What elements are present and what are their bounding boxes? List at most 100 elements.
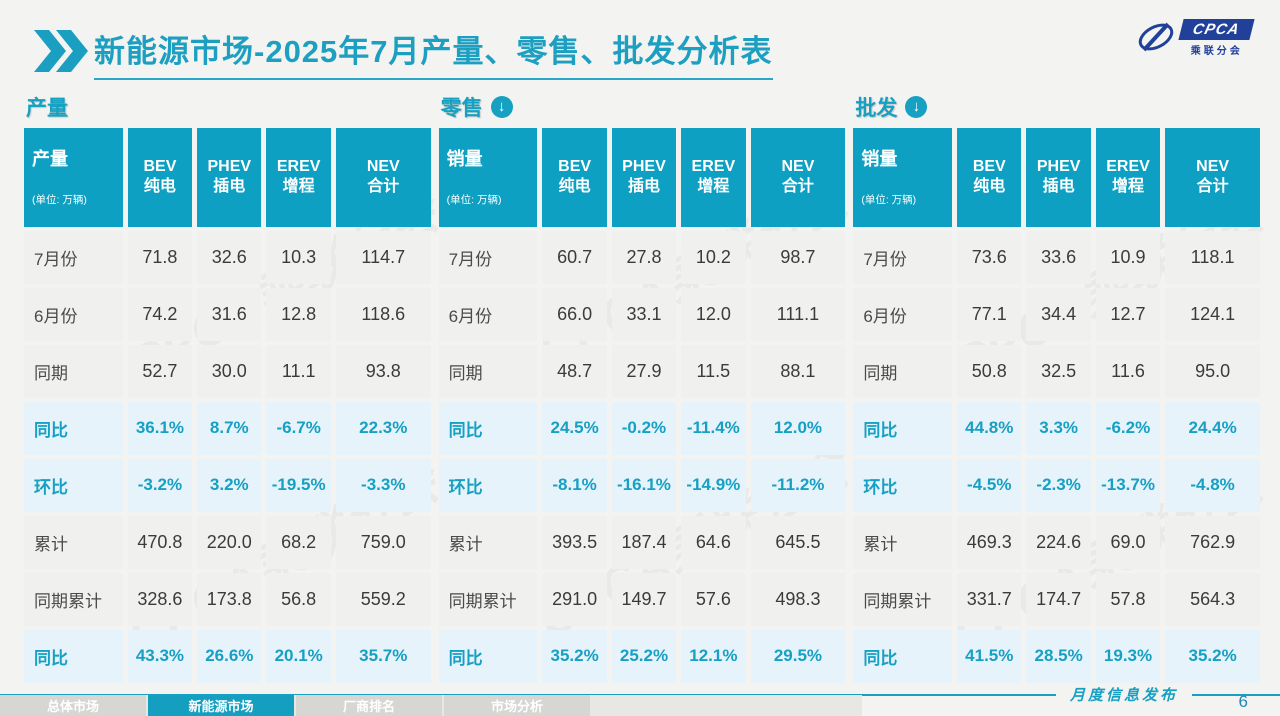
table-row: 累计 469.3 224.6 69.0 762.9 xyxy=(853,515,1261,569)
publish-label: 月度信息发布 xyxy=(1069,686,1178,704)
column-header: NEV 合计 xyxy=(335,128,431,227)
cell-value: 328.6 xyxy=(127,572,193,626)
cell-value: 29.5% xyxy=(750,629,846,683)
footer-tab[interactable]: 总体市场 xyxy=(0,695,146,716)
row-label: 7月份 xyxy=(24,230,123,284)
cell-value: 57.8 xyxy=(1095,572,1161,626)
footer-tab[interactable]: 市场分析 xyxy=(444,695,590,716)
row-label: 同比 xyxy=(24,629,123,683)
column-header: NEV 合计 xyxy=(1165,128,1261,227)
cpca-swoosh-icon xyxy=(1139,22,1174,52)
row-label: 同期 xyxy=(24,344,123,398)
footer-tab[interactable]: 新能源市场 xyxy=(148,695,294,716)
table-row: 7月份 71.8 32.6 10.3 114.7 xyxy=(24,230,431,284)
table-row: 同期 48.7 27.9 11.5 88.1 xyxy=(438,344,846,398)
table-row: 同期累计 291.0 149.7 57.6 498.3 xyxy=(438,572,846,626)
row-label: 累计 xyxy=(438,515,538,569)
table-row: 同比 35.2% 25.2% 12.1% 29.5% xyxy=(438,629,846,683)
cell-value: 20.1% xyxy=(266,629,331,683)
row-label: 同比 xyxy=(438,401,538,455)
column-header: EREV 增程 xyxy=(681,128,746,227)
cell-value: 35.2% xyxy=(1165,629,1261,683)
cell-value: 35.7% xyxy=(335,629,431,683)
table-row: 同期 52.7 30.0 11.1 93.8 xyxy=(24,344,431,398)
row-label: 同期累计 xyxy=(438,572,538,626)
row-label: 同期累计 xyxy=(853,572,953,626)
data-table-section: 产量 产量 (单位: 万辆) BEV 纯电 PHEV 插电 EREV 增程 NEV 合… xyxy=(24,90,431,687)
cell-value: 187.4 xyxy=(611,515,677,569)
cell-value: -2.3% xyxy=(1026,458,1091,512)
cell-value: 68.2 xyxy=(266,515,331,569)
cell-value: 498.3 xyxy=(750,572,846,626)
cell-value: 149.7 xyxy=(611,572,677,626)
down-arrow-icon: ↓ xyxy=(490,96,513,118)
cell-value: 12.8 xyxy=(266,287,331,341)
cell-value: 69.0 xyxy=(1095,515,1161,569)
cell-value: 25.2% xyxy=(611,629,677,683)
double-chevron-icon xyxy=(34,30,88,72)
cell-value: 224.6 xyxy=(1026,515,1091,569)
row-label: 7月份 xyxy=(853,230,953,284)
cell-value: 34.4 xyxy=(1026,287,1091,341)
cell-value: 95.0 xyxy=(1165,344,1261,398)
table-row: 同比 43.3% 26.6% 20.1% 35.7% xyxy=(24,629,431,683)
cell-value: 71.8 xyxy=(127,230,193,284)
table-row: 同期累计 331.7 174.7 57.8 564.3 xyxy=(853,572,1261,626)
cell-value: 3.3% xyxy=(1026,401,1091,455)
table-corner-header: 销量 (单位: 万辆) xyxy=(853,128,953,227)
cell-value: 114.7 xyxy=(335,230,431,284)
cell-value: 24.4% xyxy=(1165,401,1261,455)
cpca-name: 乘联分会 xyxy=(1190,46,1243,57)
section-header: 产量 xyxy=(24,90,431,124)
cell-value: 32.6 xyxy=(197,230,262,284)
table-unit-label: (单位: 万辆) xyxy=(446,193,502,206)
cell-value: 93.8 xyxy=(335,344,431,398)
divider-line xyxy=(1192,693,1280,696)
cell-value: 73.6 xyxy=(957,230,1022,284)
section-title: 批发 xyxy=(855,97,898,120)
cell-value: 10.2 xyxy=(681,230,746,284)
section-header: 零售 ↓ xyxy=(439,90,846,124)
row-label: 同比 xyxy=(853,401,953,455)
data-table: 产量 (单位: 万辆) BEV 纯电 PHEV 插电 EREV 增程 NEV 合计 7… xyxy=(19,124,436,687)
cell-value: 174.7 xyxy=(1026,572,1091,626)
table-unit-label: (单位: 万辆) xyxy=(861,193,917,206)
tables-area: 产量 产量 (单位: 万辆) BEV 纯电 PHEV 插电 EREV 增程 NEV 合… xyxy=(24,90,1261,687)
row-label: 同期 xyxy=(438,344,538,398)
section-title: 零售 xyxy=(440,97,483,120)
cell-value: -14.9% xyxy=(681,458,746,512)
page-title: 新能源市场-2025年7月产量、零售、批发分析表 xyxy=(94,26,773,80)
table-row: 同期累计 328.6 173.8 56.8 559.2 xyxy=(24,572,431,626)
cell-value: 35.2% xyxy=(542,629,607,683)
table-header-row: 销量 (单位: 万辆) BEV 纯电 PHEV 插电 EREV 增程 NEV 合计 xyxy=(853,128,1261,227)
cell-value: 10.3 xyxy=(266,230,331,284)
cell-value: 173.8 xyxy=(197,572,262,626)
cell-value: 77.1 xyxy=(957,287,1022,341)
table-row: 累计 393.5 187.4 64.6 645.5 xyxy=(438,515,846,569)
row-label: 同期累计 xyxy=(24,572,123,626)
cell-value: 19.3% xyxy=(1095,629,1161,683)
row-label: 同比 xyxy=(853,629,953,683)
cell-value: 10.9 xyxy=(1095,230,1161,284)
cell-value: 27.8 xyxy=(611,230,677,284)
section-title: 产量 xyxy=(26,97,68,120)
cell-value: 11.6 xyxy=(1095,344,1161,398)
cell-value: 759.0 xyxy=(335,515,431,569)
cell-value: 31.6 xyxy=(197,287,262,341)
page-number: 6 xyxy=(1238,692,1248,711)
cell-value: -3.2% xyxy=(127,458,193,512)
cell-value: 52.7 xyxy=(127,344,193,398)
cell-value: 645.5 xyxy=(750,515,846,569)
cell-value: 12.0% xyxy=(750,401,846,455)
table-row: 同比 36.1% 8.7% -6.7% 22.3% xyxy=(24,401,431,455)
cell-value: 28.5% xyxy=(1026,629,1091,683)
cell-value: 32.5 xyxy=(1026,344,1091,398)
cell-value: 98.7 xyxy=(750,230,846,284)
cell-value: 762.9 xyxy=(1165,515,1261,569)
row-label: 6月份 xyxy=(853,287,953,341)
cell-value: 64.6 xyxy=(681,515,746,569)
cell-value: 11.5 xyxy=(681,344,746,398)
cell-value: 564.3 xyxy=(1165,572,1261,626)
footer-tab[interactable]: 厂商排名 xyxy=(296,695,442,716)
